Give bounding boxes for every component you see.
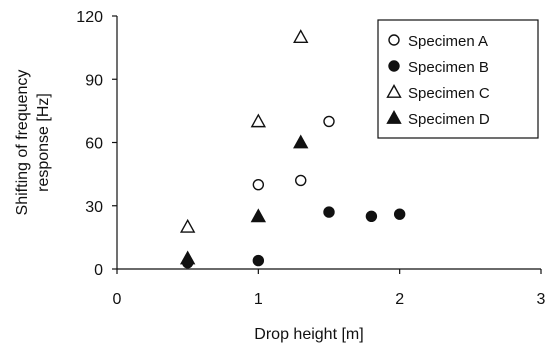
x-tick-label: 1 bbox=[254, 291, 263, 308]
y-tick-label: 60 bbox=[85, 136, 103, 153]
legend-label-specimen-c: Specimen C bbox=[408, 85, 490, 102]
y-axis-title-line-1: Shifting of frequency bbox=[14, 70, 31, 216]
specimen-d-point bbox=[293, 134, 309, 149]
specimen-b-point bbox=[393, 208, 406, 220]
specimen-b-point bbox=[323, 206, 335, 218]
specimen-b-point bbox=[365, 210, 378, 222]
legend-marker-specimen-b bbox=[388, 60, 400, 72]
tick-labels: 0 30 60 90 120 0 1 2 3 bbox=[76, 9, 545, 308]
y-tick-label: 90 bbox=[85, 72, 103, 89]
legend-marker-specimen-c bbox=[386, 84, 402, 98]
legend-label-specimen-d: Specimen D bbox=[408, 111, 490, 128]
specimen-b-point bbox=[252, 254, 265, 267]
legend: Specimen A Specimen B Specimen C Specimen D bbox=[377, 19, 539, 139]
specimen-d-point bbox=[250, 208, 267, 223]
data-points bbox=[179, 29, 406, 269]
x-tick-label: 3 bbox=[537, 291, 545, 308]
y-tick-label: 120 bbox=[76, 9, 103, 26]
y-tick-label: 0 bbox=[94, 262, 103, 279]
x-tick-label: 0 bbox=[113, 291, 122, 308]
specimen-a-point bbox=[295, 174, 307, 187]
y-tick-label: 30 bbox=[85, 199, 103, 216]
y-axis-title-line-2: response [Hz] bbox=[35, 93, 52, 192]
axis-titles: Drop height [m] Shifting of frequency re… bbox=[14, 70, 364, 343]
specimen-a-point bbox=[252, 178, 265, 191]
specimen-c-point bbox=[250, 113, 267, 128]
legend-label-specimen-b: Specimen B bbox=[408, 59, 489, 76]
specimen-c-point bbox=[179, 218, 196, 233]
legend-box bbox=[377, 19, 539, 139]
x-tick-label: 2 bbox=[395, 291, 404, 308]
x-axis-title: Drop height [m] bbox=[254, 326, 363, 343]
specimen-d-point bbox=[179, 250, 196, 265]
specimen-c-point bbox=[293, 29, 309, 43]
legend-marker-specimen-d bbox=[386, 110, 402, 124]
specimen-a-point bbox=[323, 115, 335, 128]
axes bbox=[112, 15, 542, 274]
legend-label-specimen-a: Specimen A bbox=[408, 33, 488, 50]
legend-marker-specimen-a bbox=[388, 34, 400, 46]
